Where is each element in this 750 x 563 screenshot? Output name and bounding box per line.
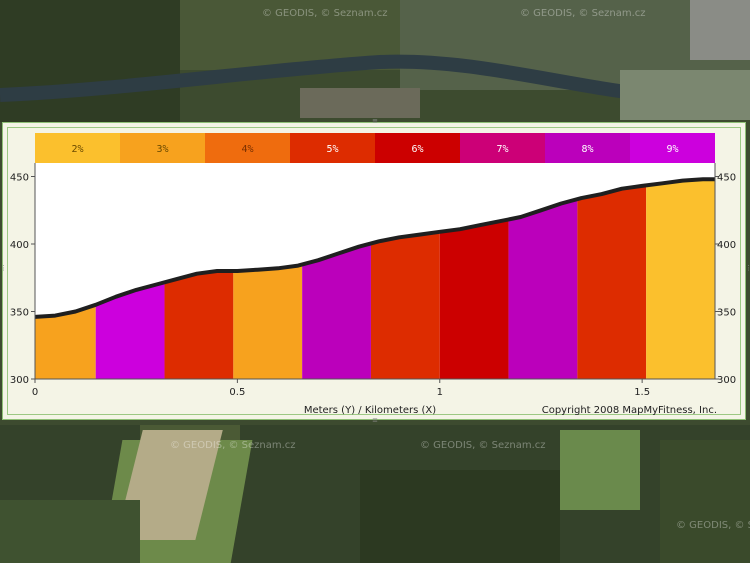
grade-legend-label: 4% (241, 144, 253, 155)
grade-legend-swatch (630, 133, 715, 163)
grade-legend-swatch (545, 133, 630, 163)
map-watermark: © GEODIS, © Seznam.cz (420, 440, 546, 451)
grade-segment (508, 199, 578, 379)
x-tick-label: 1.5 (634, 387, 650, 398)
grade-legend-label: 8% (581, 144, 593, 155)
grade-segment (233, 264, 303, 379)
y-tick-label: 350 (10, 308, 29, 319)
elevation-profile-line (34, 177, 715, 319)
x-axis-label: Meters (Y) / Kilometers (X) (304, 405, 436, 416)
elevation-chart: 2% 3% 4% 5% 6% 7% 8% 9% 450 450 400 400 350 350 300 300… (10, 133, 736, 416)
y-tick-label: 400 (717, 240, 736, 251)
grade-segment (577, 185, 647, 379)
y-tick-label: 400 (10, 240, 29, 251)
resize-handle-bottom[interactable]: ≡ (372, 416, 378, 424)
grade-legend-swatch (120, 133, 205, 163)
y-tick-label: 450 (717, 173, 736, 184)
map-watermark: © GEODIS, © Seznam.cz (520, 8, 646, 19)
resize-handle-top[interactable]: ≡ (372, 117, 378, 125)
grade-segment (439, 219, 509, 379)
grade-segment (302, 243, 371, 379)
map-watermark: © GEODIS, © Seznam.cz (262, 8, 388, 19)
elevation-profile-panel: ≡ ≡ ⋮ ⋮ 2% 3% 4% 5% 6% 7% 8% 9% 450 450 400 400 350 3… (0, 117, 750, 424)
grade-legend-swatch (460, 133, 545, 163)
grade-segment (164, 271, 234, 379)
grade-legend-label: 2% (71, 144, 83, 155)
y-tick-label: 450 (10, 173, 29, 184)
copyright-text: Copyright 2008 MapMyFitness, Inc. (542, 405, 717, 416)
grade-legend-swatch (35, 133, 120, 163)
map-watermark: © GEODIS, © Seznam.cz (676, 520, 750, 531)
grade-legend-label: 3% (156, 144, 168, 155)
grade-legend-label: 7% (496, 144, 508, 155)
grade-segment (95, 282, 165, 379)
resize-handle-right[interactable]: ⋮ (745, 264, 750, 272)
grade-legend-label: 6% (411, 144, 423, 155)
x-tick-label: 0.5 (229, 387, 245, 398)
panel-border (7, 127, 741, 415)
grade-legend-label: 9% (666, 144, 678, 155)
x-tick-label: 0 (32, 387, 38, 398)
x-tick-label: 1 (437, 387, 443, 398)
map-watermark: © GEODIS, © Seznam.cz (170, 440, 296, 451)
grade-legend-swatch (290, 133, 375, 163)
grade-segment (370, 231, 440, 379)
grade-legend-swatch (375, 133, 460, 163)
y-tick-label: 300 (10, 375, 29, 386)
grade-legend-swatch (205, 133, 290, 163)
grade-legend-label: 5% (326, 144, 338, 155)
y-tick-label: 300 (717, 375, 736, 386)
y-tick-label: 350 (717, 308, 736, 319)
grade-segment (646, 179, 715, 379)
grade-segment (35, 304, 96, 379)
